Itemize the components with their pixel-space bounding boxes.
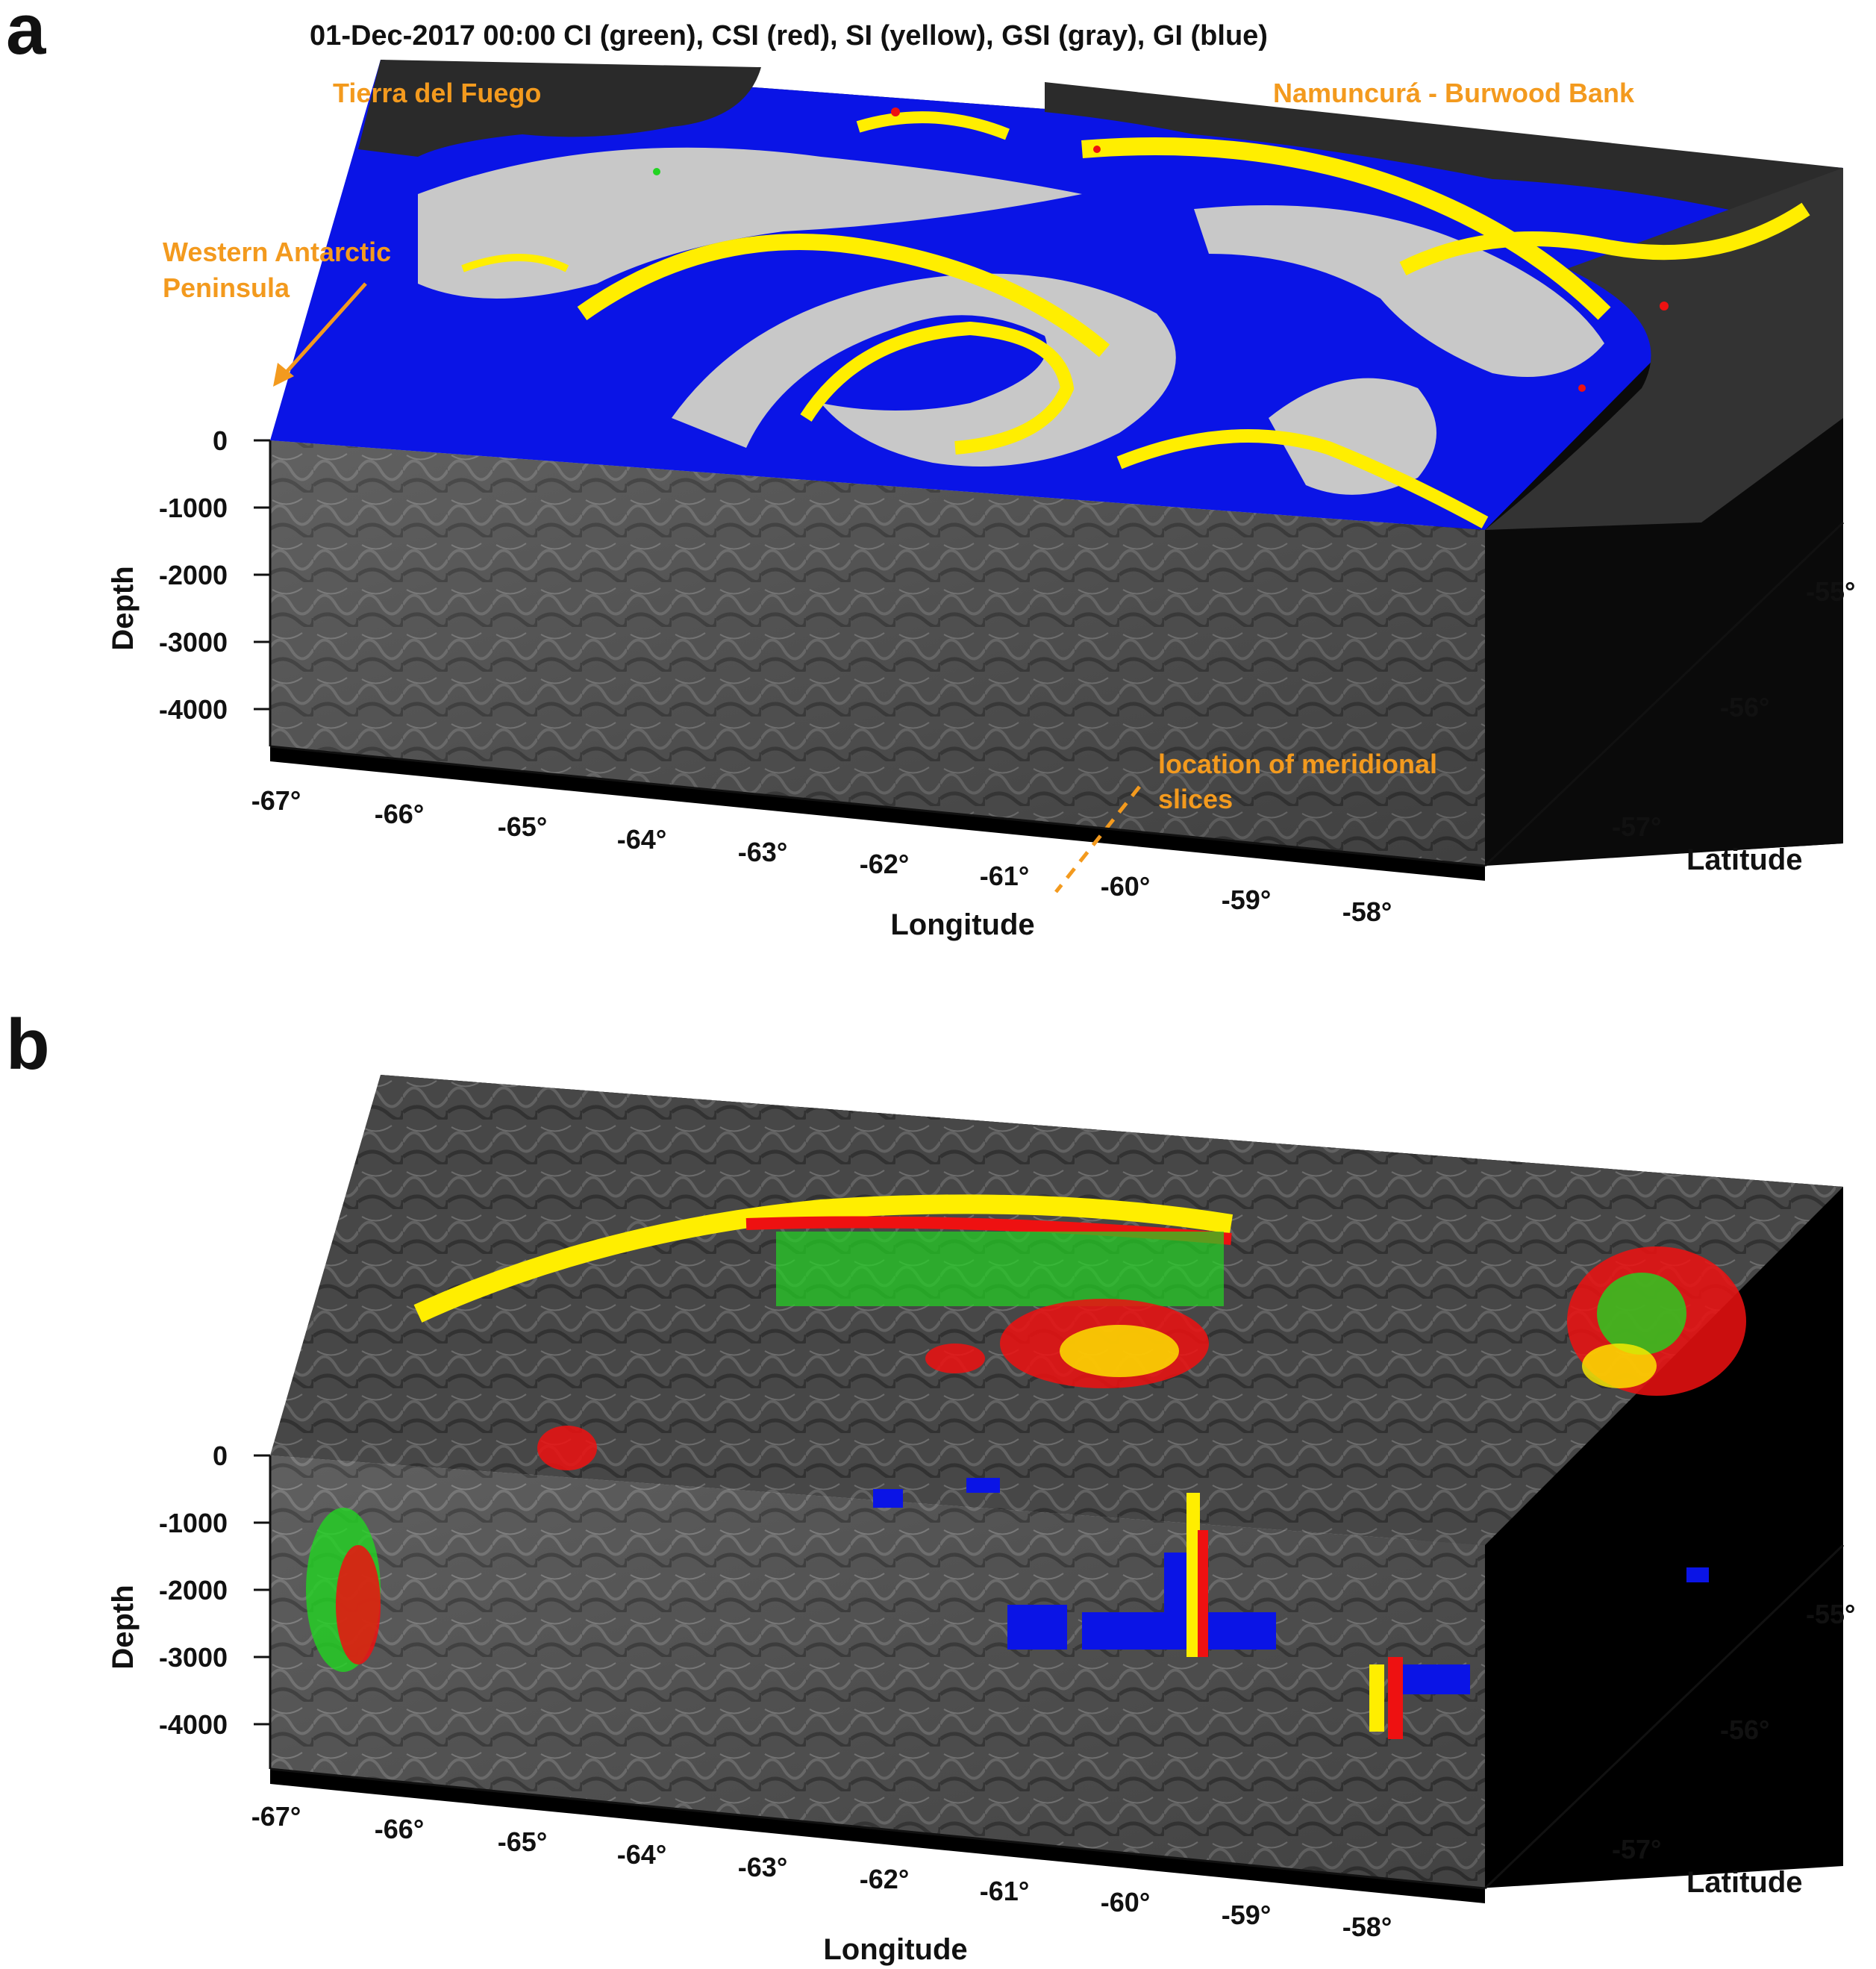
depth-tick-2000: -2000 (159, 560, 228, 590)
panel-a-lat-axis (1483, 521, 1845, 867)
lat-tick: -57° (1612, 811, 1661, 842)
annotation-namuncura-burwood: Namuncurá - Burwood Bank (1273, 78, 1635, 108)
lon-tick: -66° (375, 799, 424, 829)
panel-b: b (6, 1005, 1855, 1966)
annotation-slices-line1: location of meridional (1158, 749, 1437, 779)
lon-tick: -63° (738, 1852, 787, 1882)
depth-tick-4000: -4000 (159, 694, 228, 725)
panel-a: a 01-Dec-2017 00:00 CI (green), CSI (red… (6, 0, 1855, 941)
lat-tick: -56° (1720, 692, 1769, 723)
panel-b-lat-label: Latitude (1686, 1866, 1803, 1899)
panel-a-lat-label: Latitude (1686, 843, 1803, 876)
panel-a-depth-label: Depth (107, 566, 140, 650)
lon-tick: -67° (251, 785, 301, 816)
lon-tick: -58° (1342, 1912, 1392, 1942)
lon-tick: -59° (1222, 884, 1271, 915)
panel-a-lon-label: Longitude (890, 908, 1034, 941)
panel-b-depth-ticks: 0 -1000 -2000 -3000 -4000 (159, 1441, 270, 1740)
lon-tick: -64° (617, 824, 666, 855)
annotation-tierra-del-fuego: Tierra del Fuego (333, 78, 541, 108)
panel-b-lat-axis (1483, 1544, 1845, 1890)
panel-a-depth-ticks: 0 -1000 -2000 -3000 -4000 (159, 425, 270, 725)
wap-arrow-head (273, 363, 294, 387)
lon-tick: -67° (251, 1801, 301, 1832)
depth-tick-4000: -4000 (159, 1709, 228, 1740)
panel-b-letter: b (6, 1005, 50, 1085)
lon-tick: -61° (980, 861, 1029, 891)
lon-tick: -66° (375, 1814, 424, 1844)
lon-tick: -62° (860, 1864, 909, 1894)
panel-b-instability-patches (306, 1194, 1746, 1739)
depth-tick-1000: -1000 (159, 493, 228, 523)
panel-a-sea-surface (270, 60, 1843, 530)
lon-tick: -58° (1342, 896, 1392, 927)
lon-tick: -60° (1101, 1887, 1150, 1917)
panel-b-lon-axis (269, 1767, 1486, 1890)
lon-tick: -64° (617, 1839, 666, 1870)
depth-tick-0: 0 (213, 425, 228, 456)
lon-tick: -60° (1101, 871, 1150, 902)
lon-tick: -62° (860, 849, 909, 879)
annotation-wap-line1: Western Antarctic (163, 237, 391, 267)
depth-tick-1000: -1000 (159, 1508, 228, 1538)
depth-tick-2000: -2000 (159, 1575, 228, 1606)
lon-tick: -65° (498, 811, 547, 842)
meridional-slice-marker (1054, 785, 1141, 893)
lon-tick: -61° (980, 1876, 1029, 1906)
lon-tick: -59° (1222, 1900, 1271, 1930)
depth-tick-0: 0 (213, 1441, 228, 1471)
panel-b-lon-ticks: -67° -66° -65° -64° -63° -62° -61° -60° … (251, 1801, 1392, 1942)
lat-tick: -55° (1806, 576, 1855, 607)
figure-title: 01-Dec-2017 00:00 CI (green), CSI (red),… (310, 20, 1268, 52)
annotation-slices-line2: slices (1158, 784, 1233, 814)
lon-tick: -63° (738, 837, 787, 867)
wap-arrow (281, 282, 367, 378)
panel-a-lon-ticks: -67° -66° -65° -64° -63° -62° -61° -60° … (251, 785, 1392, 927)
lat-tick: -55° (1806, 1599, 1855, 1629)
panel-b-lon-label: Longitude (823, 1933, 967, 1966)
tierra-del-fuego-landmass (358, 60, 761, 157)
panel-b-depth-label: Depth (107, 1585, 140, 1669)
panel-a-letter: a (6, 0, 46, 69)
lat-tick: -56° (1720, 1714, 1769, 1745)
depth-tick-3000: -3000 (159, 1642, 228, 1673)
annotation-wap-line2: Peninsula (163, 272, 290, 303)
lat-tick: -57° (1612, 1834, 1661, 1865)
depth-tick-3000: -3000 (159, 627, 228, 658)
panel-a-lon-axis (269, 745, 1486, 867)
lon-tick: -65° (498, 1826, 547, 1857)
